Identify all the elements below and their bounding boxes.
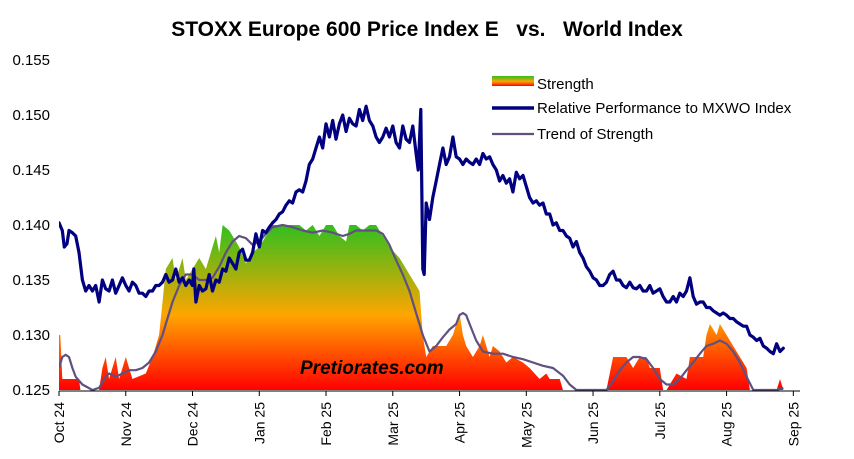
- x-tick-label: Nov 24: [118, 402, 134, 447]
- y-tick-label: 0.125: [12, 382, 50, 399]
- chart-title: STOXX Europe 600 Price Index E vs. World…: [171, 18, 683, 41]
- x-tick-label: May 25: [518, 402, 534, 448]
- y-axis: 0.125 0.130 0.135 0.140 0.145 0.150 0.155: [12, 52, 50, 399]
- x-tick-label: Jun 25: [585, 402, 601, 444]
- x-tick-label: Aug 25: [719, 402, 735, 447]
- x-axis: Oct 24 Nov 24 Dec 24 Jan 25 Feb 25 Mar 25 Apr …: [51, 391, 801, 448]
- relative-performance-line: [59, 104, 785, 356]
- x-tick-label: Apr 25: [452, 402, 468, 443]
- x-tick-label: Dec 24: [185, 402, 201, 447]
- legend-strength-label: Strength: [537, 76, 594, 93]
- x-tick-label: Jan 25: [251, 402, 267, 444]
- x-tick-label: Oct 24: [51, 402, 67, 443]
- y-tick-label: 0.150: [12, 107, 50, 124]
- y-tick-label: 0.145: [12, 162, 50, 179]
- x-tick-label: Feb 25: [318, 402, 334, 446]
- strength-area: [59, 225, 784, 390]
- watermark: Pretiorates.com: [300, 358, 444, 379]
- x-tick-label: Mar 25: [385, 402, 401, 446]
- x-tick-label: Jul 25: [652, 402, 668, 440]
- trend-of-strength-line: [59, 223, 784, 391]
- y-tick-label: 0.155: [12, 52, 50, 69]
- x-tick-label: Sep 25: [785, 402, 801, 447]
- legend-strength-swatch: [492, 76, 534, 86]
- legend-performance-label: Relative Performance to MXWO Index: [537, 100, 792, 117]
- legend: Strength Relative Performance to MXWO In…: [492, 76, 792, 143]
- y-tick-label: 0.130: [12, 327, 50, 344]
- legend-trend-label: Trend of Strength: [537, 126, 653, 143]
- y-tick-label: 0.140: [12, 217, 50, 234]
- y-tick-label: 0.135: [12, 272, 50, 289]
